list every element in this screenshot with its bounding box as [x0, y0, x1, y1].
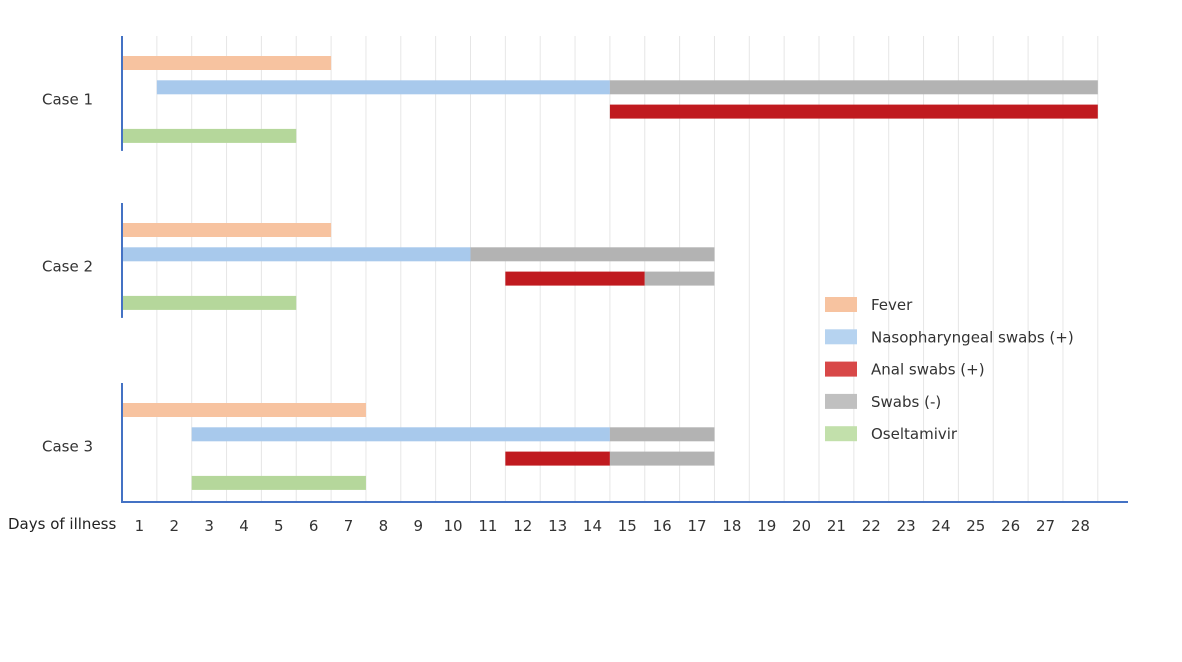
x-tick-label: 8	[379, 517, 389, 535]
legend-swatch-fever	[825, 297, 857, 312]
bar-negative-case1	[609, 80, 1098, 95]
legend-swatch-anal	[825, 361, 857, 377]
bar-naso-case1	[156, 80, 610, 95]
bar-anal-case3	[505, 451, 610, 466]
x-tick-label: 1	[135, 517, 145, 535]
bar-anal-case2	[505, 271, 645, 286]
x-tick-label: 3	[204, 517, 214, 535]
x-tick-label: 15	[618, 517, 637, 535]
x-tick-label: 7	[344, 517, 354, 535]
x-tick-label: 5	[274, 517, 284, 535]
bar-naso-case2	[122, 247, 471, 262]
x-tick-label: 6	[309, 517, 319, 535]
bar-anal-case1	[609, 104, 1098, 119]
x-tick-label: 21	[827, 517, 846, 535]
bar-fever-case2	[122, 223, 332, 237]
bar-oseltamivir-case1	[122, 128, 297, 143]
x-tick-label: 24	[931, 517, 950, 535]
case-label-2: Case 2	[42, 257, 93, 275]
legend-label-negative: Swabs (-)	[871, 393, 941, 411]
x-tick-label: 14	[583, 517, 602, 535]
x-axis-title: Days of illness	[8, 515, 116, 533]
x-tick-label: 9	[413, 517, 423, 535]
bars	[122, 56, 1098, 490]
x-tick-label: 13	[548, 517, 567, 535]
x-tick-label: 25	[966, 517, 985, 535]
legend-swatch-oseltamivir	[825, 426, 857, 442]
case-labels: Case 1 Case 2 Case 3	[42, 90, 93, 455]
grid-lines	[156, 36, 1099, 501]
x-tick-label: 17	[687, 517, 706, 535]
x-tick-label: 19	[757, 517, 776, 535]
bar-fever-case1	[122, 56, 332, 70]
x-tick-label: 2	[170, 517, 180, 535]
legend-label-oseltamivir: Oseltamivir	[871, 425, 958, 443]
x-tick-label: 12	[513, 517, 532, 535]
bar-negative-case3	[609, 451, 715, 466]
bar-fever-case3	[122, 403, 366, 417]
case-label-1: Case 1	[42, 90, 93, 108]
x-tick-label: 27	[1036, 517, 1055, 535]
x-tick-label: 11	[478, 517, 497, 535]
bar-negative-case2	[644, 271, 715, 286]
x-tick-label: 4	[239, 517, 249, 535]
x-tick-label: 10	[444, 517, 463, 535]
legend-label-naso: Nasopharyngeal swabs (+)	[871, 328, 1074, 346]
x-tick-label: 22	[862, 517, 881, 535]
legend-label-anal: Anal swabs (+)	[871, 361, 985, 379]
x-tick-label: 26	[1001, 517, 1020, 535]
x-tick-label: 23	[897, 517, 916, 535]
x-tick-label: 18	[722, 517, 741, 535]
bar-oseltamivir-case3	[191, 475, 366, 490]
legend-swatch-naso	[825, 329, 857, 345]
bar-negative-case3	[609, 427, 715, 442]
axes	[121, 36, 1128, 503]
bar-naso-case3	[191, 427, 610, 442]
x-tick-labels: 1 2 3 4 5 6 7 8 9 10 11 12 13 14 15 16 17 18 19 20 21 22 23 24 2…	[135, 517, 1090, 535]
legend: Fever Nasopharyngeal swabs (+) Anal swabs …	[825, 296, 1074, 443]
legend-label-fever: Fever	[871, 296, 913, 314]
x-tick-label: 20	[792, 517, 811, 535]
x-tick-label: 16	[653, 517, 672, 535]
bar-negative-case2	[470, 247, 715, 262]
case-label-3: Case 3	[42, 437, 93, 455]
legend-swatch-negative	[825, 393, 857, 409]
bar-oseltamivir-case2	[122, 295, 297, 310]
x-tick-label: 28	[1071, 517, 1090, 535]
